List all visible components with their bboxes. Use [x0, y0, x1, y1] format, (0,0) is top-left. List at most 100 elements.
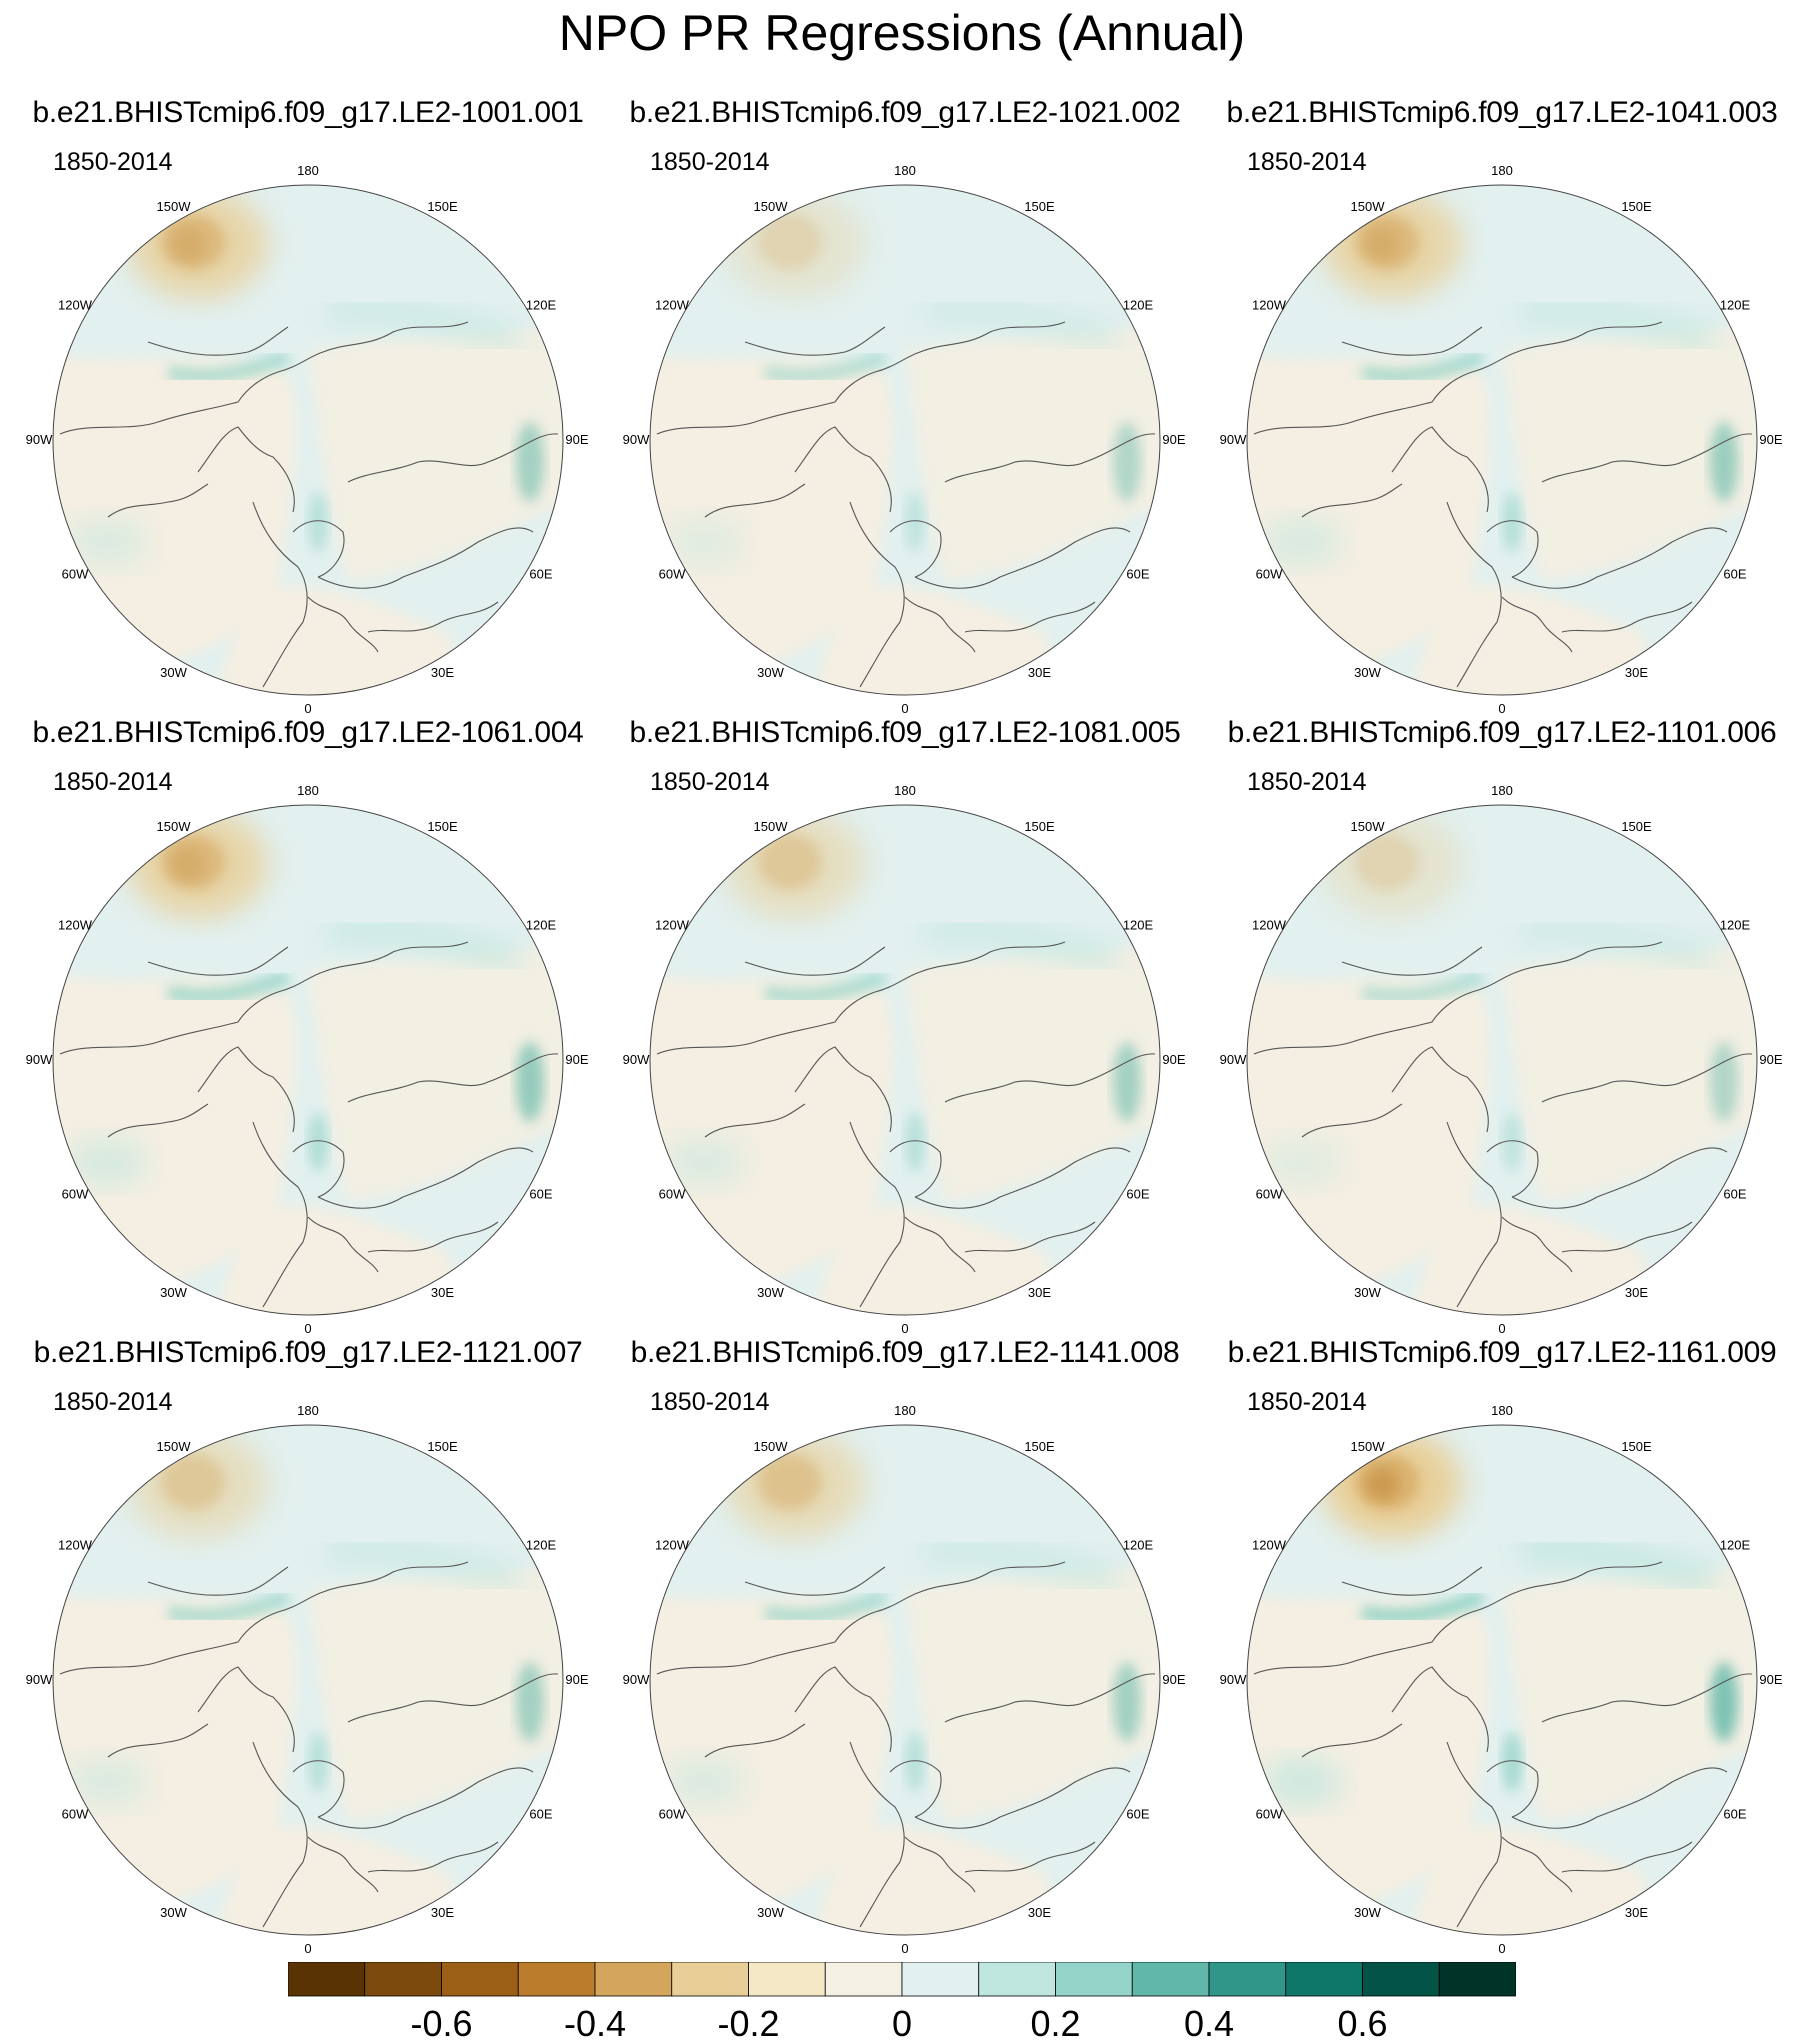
longitude-label: 150E	[1621, 199, 1652, 214]
land-field	[1502, 322, 1757, 582]
colorbar-tick-label: -0.6	[410, 2003, 472, 2042]
longitude-label: 0	[304, 701, 311, 716]
map-field	[1247, 805, 1757, 1315]
wet-anomaly	[308, 492, 328, 552]
coastline	[1471, 321, 1663, 373]
coastline	[744, 326, 886, 356]
longitude-label: 30W	[757, 1285, 784, 1300]
map-panel: b.e21.BHISTcmip6.f09_g17.LE2-1081.005 185…	[605, 716, 1205, 1336]
period-label: 1850-2014	[53, 148, 173, 176]
longitude-label: 90E	[1162, 1672, 1185, 1687]
map-panel: b.e21.BHISTcmip6.f09_g17.LE2-1161.009 185…	[1202, 1336, 1802, 1956]
dry-anomaly-core	[758, 214, 822, 270]
longitude-label: 30E	[1028, 1905, 1051, 1920]
coastline	[317, 527, 534, 589]
colorbar-tick-label: 0.6	[1337, 2003, 1387, 2042]
map-boundary	[1246, 184, 1758, 696]
coastline	[147, 946, 289, 976]
coastline	[944, 1053, 1156, 1103]
longitude-label: 120E	[526, 1538, 557, 1553]
panel-title: b.e21.BHISTcmip6.f09_g17.LE2-1141.008	[630, 1336, 1180, 1369]
panel-title: b.e21.BHISTcmip6.f09_g17.LE2-1161.009	[1227, 1336, 1777, 1369]
longitude-label: 180	[894, 163, 916, 178]
wet-anomaly	[166, 1590, 291, 1623]
longitude-label: 30W	[160, 1905, 187, 1920]
polar-map: 180 150E 120E 90E 60E 30E 0 30W 60W 90W 120W 150W	[1220, 163, 1783, 716]
longitude-label: 120E	[1123, 298, 1154, 313]
coastline	[307, 596, 379, 653]
wet-anomaly	[1502, 492, 1522, 552]
coastline	[944, 1673, 1156, 1723]
longitude-label: 120W	[1252, 298, 1287, 313]
longitude-label: 90E	[1759, 432, 1782, 447]
coastline	[1301, 1723, 1403, 1758]
longitude-label: 150W	[157, 199, 192, 214]
wet-anomaly	[1360, 1590, 1485, 1623]
longitude-label: 120W	[58, 298, 93, 313]
period-label: 1850-2014	[1247, 148, 1367, 176]
polar-map: 180 150E 120E 90E 60E 30E 0 30W 60W 90W 120W 150W	[26, 783, 589, 1336]
longitude-label: 150E	[427, 199, 458, 214]
coastline	[656, 991, 876, 1055]
coastline	[744, 1566, 886, 1596]
coastline	[889, 1140, 942, 1198]
wet-anomaly	[665, 1137, 745, 1187]
longitude-label: 150W	[157, 1439, 192, 1454]
coastline	[1391, 1046, 1489, 1133]
wet-anomaly	[1710, 422, 1738, 502]
coastline	[656, 1611, 876, 1675]
dry-anomaly-peak	[172, 228, 204, 260]
polar-map: 180 150E 120E 90E 60E 30E 0 30W 60W 90W 120W 150W	[1220, 1403, 1783, 1956]
longitude-label: 120W	[58, 918, 93, 933]
panel-title: b.e21.BHISTcmip6.f09_g17.LE2-1061.004	[32, 716, 584, 749]
longitude-label: 60E	[1723, 1807, 1746, 1822]
longitude-label: 30W	[160, 665, 187, 680]
longitude-label: 60W	[659, 567, 686, 582]
coastline	[1561, 601, 1693, 633]
longitude-label: 150E	[427, 1439, 458, 1454]
coastline	[1486, 1760, 1539, 1818]
coastline	[1501, 1216, 1573, 1273]
map-boundary	[1246, 1424, 1758, 1936]
dry-anomaly-core	[758, 1454, 822, 1510]
dry-anomaly-core	[758, 834, 822, 890]
longitude-label: 150W	[1351, 1439, 1386, 1454]
longitude-label: 120W	[655, 1538, 690, 1553]
land-field	[1502, 942, 1757, 1202]
map-boundary	[52, 1424, 564, 1936]
dry-anomaly-peak	[172, 848, 204, 880]
longitude-label: 60W	[62, 1187, 89, 1202]
wet-anomaly	[516, 1662, 544, 1742]
wet-anomaly	[166, 970, 291, 1003]
longitude-label: 150E	[427, 819, 458, 834]
wet-anomaly	[905, 1112, 925, 1172]
coastline	[704, 1103, 806, 1138]
wet-anomaly	[516, 1042, 544, 1122]
longitude-label: 90E	[565, 432, 588, 447]
longitude-label: 120E	[526, 918, 557, 933]
land-field	[308, 322, 563, 582]
period-label: 1850-2014	[53, 768, 173, 796]
colorbar-swatch	[748, 1962, 826, 1997]
wet-anomaly	[1113, 1042, 1141, 1122]
colorbar-swatch	[824, 1962, 903, 1997]
longitude-label: 60E	[1723, 567, 1746, 582]
colorbar-tick-label: -0.2	[717, 2003, 779, 2042]
longitude-label: 150E	[1621, 819, 1652, 834]
coastline	[1511, 527, 1728, 589]
longitude-label: 60W	[659, 1807, 686, 1822]
wet-anomaly	[1710, 1042, 1738, 1122]
wet-anomaly	[763, 1590, 888, 1623]
coastline	[889, 1760, 942, 1818]
coastline	[1511, 1767, 1728, 1829]
map-panel: b.e21.BHISTcmip6.f09_g17.LE2-1021.002 185…	[605, 96, 1205, 716]
longitude-label: 30W	[757, 1905, 784, 1920]
wet-anomaly	[308, 1112, 328, 1172]
longitude-label: 30W	[160, 1285, 187, 1300]
coastline	[744, 946, 886, 976]
coastline	[292, 520, 345, 578]
wet-anomaly	[325, 296, 522, 355]
coastline	[1391, 426, 1489, 513]
polar-map: 180 150E 120E 90E 60E 30E 0 30W 60W 90W 120W 150W	[26, 1403, 589, 1956]
map-boundary	[649, 1424, 1161, 1936]
